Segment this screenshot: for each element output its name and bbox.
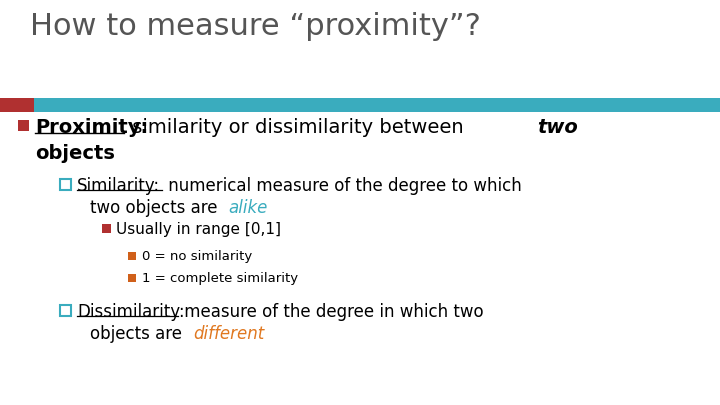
Text: Usually in range [0,1]: Usually in range [0,1] xyxy=(116,222,281,237)
Text: How to measure “proximity”?: How to measure “proximity”? xyxy=(30,12,481,41)
FancyBboxPatch shape xyxy=(0,98,34,112)
FancyBboxPatch shape xyxy=(128,252,136,260)
FancyBboxPatch shape xyxy=(34,98,720,112)
Text: numerical measure of the degree to which: numerical measure of the degree to which xyxy=(163,177,522,195)
Text: 1 = complete similarity: 1 = complete similarity xyxy=(142,272,298,285)
FancyBboxPatch shape xyxy=(102,224,111,233)
FancyBboxPatch shape xyxy=(18,120,29,131)
Text: similarity or dissimilarity between: similarity or dissimilarity between xyxy=(126,118,470,137)
Text: objects are: objects are xyxy=(90,325,187,343)
Text: 0 = no similarity: 0 = no similarity xyxy=(142,250,252,263)
Text: objects: objects xyxy=(35,144,115,163)
FancyBboxPatch shape xyxy=(128,274,136,282)
Text: Dissimilarity:: Dissimilarity: xyxy=(77,303,184,321)
Text: different: different xyxy=(193,325,264,343)
Text: alike: alike xyxy=(228,199,267,217)
Text: Similarity:: Similarity: xyxy=(77,177,160,195)
Text: measure of the degree in which two: measure of the degree in which two xyxy=(179,303,484,321)
Text: two: two xyxy=(537,118,577,137)
Text: two objects are: two objects are xyxy=(90,199,222,217)
Text: Proximity:: Proximity: xyxy=(35,118,148,137)
